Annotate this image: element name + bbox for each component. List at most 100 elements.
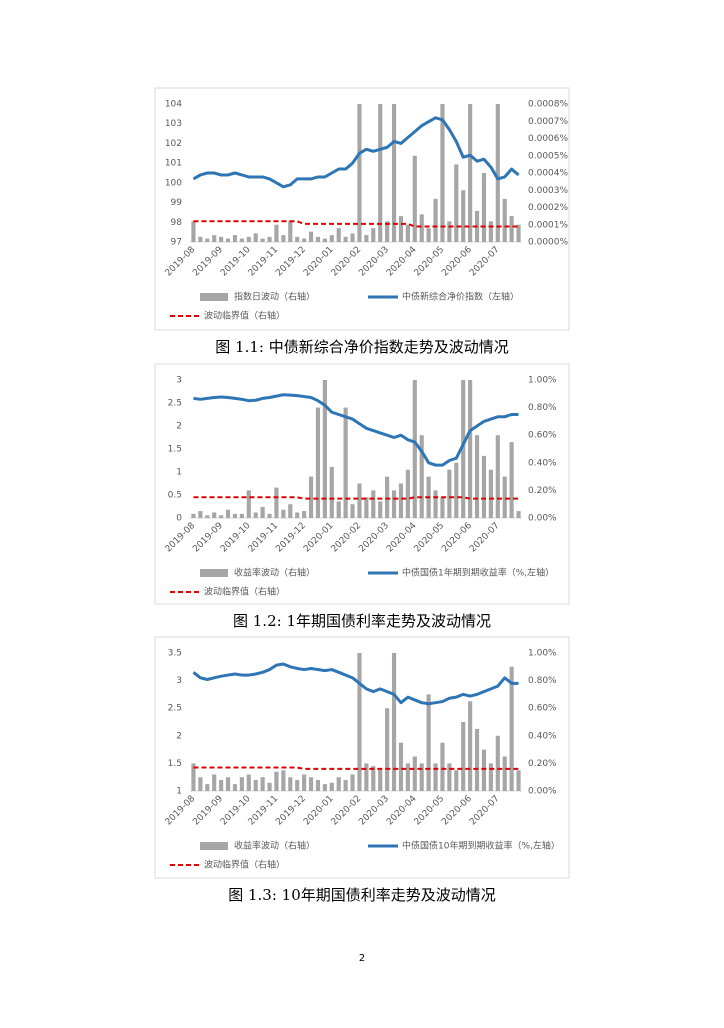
y-tick-label: 104 xyxy=(165,100,182,110)
bar xyxy=(302,238,307,242)
chart-frame xyxy=(154,636,570,879)
legend-label: 收益率波动（右轴） xyxy=(234,840,315,852)
bar xyxy=(219,779,224,791)
bar xyxy=(364,497,369,518)
y-tick-label: 1.5 xyxy=(168,759,182,769)
y2-tick-label: 0.80% xyxy=(528,676,557,686)
bar xyxy=(225,777,231,791)
bar xyxy=(288,221,293,242)
y2-tick-label: 0.40% xyxy=(528,731,557,741)
y-tick-label: 1.5 xyxy=(168,445,182,455)
bar xyxy=(412,155,417,242)
chart-frame xyxy=(154,363,570,605)
bar xyxy=(474,435,480,518)
bar xyxy=(516,770,521,791)
bar xyxy=(488,469,493,518)
bar xyxy=(426,228,431,242)
bar xyxy=(440,742,445,791)
bar xyxy=(281,770,286,791)
bar xyxy=(288,777,293,791)
y2-tick-label: 0.0004% xyxy=(528,169,568,179)
bar xyxy=(302,774,307,791)
bar xyxy=(308,231,314,242)
bar xyxy=(288,504,293,518)
bar xyxy=(405,469,410,518)
bar xyxy=(308,476,314,518)
legend-label: 波动临界值（右轴） xyxy=(204,586,285,598)
bar xyxy=(398,742,404,791)
y2-tick-label: 0.0005% xyxy=(528,151,568,161)
y2-tick-label: 0.80% xyxy=(528,403,557,413)
bar xyxy=(378,104,383,242)
bar xyxy=(232,513,238,518)
bar xyxy=(357,483,362,518)
bar xyxy=(412,380,417,518)
bar xyxy=(246,236,251,242)
bar xyxy=(267,782,272,791)
bar xyxy=(516,224,521,242)
legend-label: 收益率波动（右轴） xyxy=(234,567,315,579)
y-tick-label: 98 xyxy=(171,218,183,228)
y-tick-label: 101 xyxy=(165,159,182,169)
y2-tick-label: 1.00% xyxy=(528,376,557,386)
bar xyxy=(198,777,203,791)
bar xyxy=(315,236,321,242)
bar xyxy=(212,512,217,518)
y2-tick-label: 0.0006% xyxy=(528,134,568,144)
bar xyxy=(232,784,238,791)
legend-label: 中债新综合净价指数（左轴） xyxy=(402,291,519,303)
bar xyxy=(398,216,404,242)
bar xyxy=(357,104,362,242)
y2-tick-label: 0.0002% xyxy=(528,203,568,213)
legend-swatch xyxy=(200,569,228,577)
bar xyxy=(232,235,238,242)
y2-tick-label: 0.60% xyxy=(528,431,557,441)
bar xyxy=(322,784,327,791)
y-tick-label: 2 xyxy=(176,422,182,432)
bar xyxy=(302,511,307,518)
bar xyxy=(405,224,410,242)
bar xyxy=(378,501,383,518)
bar xyxy=(281,235,286,242)
chart-frame xyxy=(154,87,570,331)
bar xyxy=(378,768,383,791)
bar xyxy=(260,777,265,791)
y-tick-label: 3 xyxy=(176,676,182,686)
bar xyxy=(260,238,265,242)
bar xyxy=(350,504,355,518)
bar xyxy=(295,779,300,791)
bar xyxy=(391,653,397,791)
y2-tick-label: 0.0003% xyxy=(528,186,568,196)
bar xyxy=(239,513,244,518)
bar xyxy=(461,190,466,242)
bar xyxy=(454,770,459,791)
bar xyxy=(357,653,362,791)
bar xyxy=(461,380,466,518)
legend-label: 中债国债10年期到期收益率（%,左轴） xyxy=(402,840,560,852)
x-tick-label: 2020-07 xyxy=(468,245,502,279)
bar xyxy=(371,228,376,242)
bar xyxy=(205,515,210,518)
bar xyxy=(433,490,438,518)
bar xyxy=(509,216,514,242)
y2-tick-label: 1.00% xyxy=(528,649,557,659)
bar xyxy=(454,164,459,242)
bar xyxy=(274,771,279,791)
bar xyxy=(364,763,369,791)
bar xyxy=(419,435,424,518)
bar xyxy=(440,497,445,518)
bar xyxy=(350,233,355,242)
bar xyxy=(447,221,452,242)
legend-swatch xyxy=(200,293,228,301)
bar xyxy=(468,104,473,242)
bar xyxy=(253,233,258,242)
page-number: 2 xyxy=(359,953,365,964)
legend-label: 中债国债1年期到期收益率（%,左轴） xyxy=(402,567,554,579)
bar xyxy=(447,469,452,518)
bar xyxy=(205,238,210,242)
threshold-line xyxy=(193,766,519,770)
bar xyxy=(426,694,431,791)
x-tick-label: 2020-07 xyxy=(468,794,502,828)
y-tick-label: 97 xyxy=(171,238,182,248)
y-tick-label: 103 xyxy=(165,119,182,129)
